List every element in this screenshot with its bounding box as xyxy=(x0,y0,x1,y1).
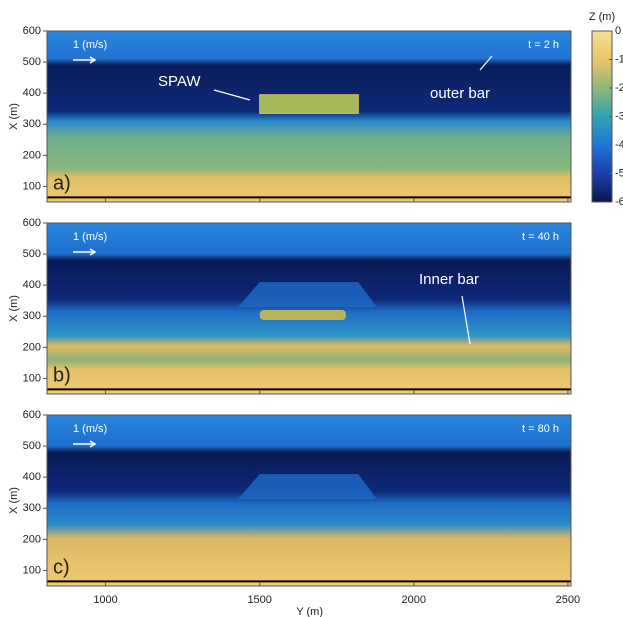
x-tick-label: 1000 xyxy=(93,594,117,606)
y-tick-label: 100 xyxy=(23,180,41,192)
y-tick-label: 500 xyxy=(23,248,41,260)
x-tick-label: 2000 xyxy=(402,594,426,606)
y-tick-label: 100 xyxy=(23,372,41,384)
y-tick-label: 500 xyxy=(23,440,41,452)
spaw-bar xyxy=(260,310,346,320)
scale-label: 1 (m/s) xyxy=(73,423,107,435)
y-axis-label: X (m) xyxy=(8,487,20,514)
colorbar-tick-label: -3 xyxy=(615,110,623,122)
x-tick-label: 1500 xyxy=(247,594,271,606)
heatmap-field xyxy=(47,415,571,586)
y-tick-label: 400 xyxy=(23,87,41,99)
y-tick-label: 400 xyxy=(23,279,41,291)
y-axis-label: X (m) xyxy=(8,295,20,322)
y-tick-label: 400 xyxy=(23,471,41,483)
scale-label: 1 (m/s) xyxy=(73,231,107,243)
heatmap-field xyxy=(47,31,571,202)
annotation: Inner bar xyxy=(419,271,479,288)
spaw xyxy=(260,95,359,114)
spaw-footprint xyxy=(238,474,377,499)
time-label: t = 80 h xyxy=(522,423,559,435)
scale-label: 1 (m/s) xyxy=(73,39,107,51)
annotation: outer bar xyxy=(430,85,490,102)
x-tick-label: 2500 xyxy=(556,594,580,606)
y-tick-label: 600 xyxy=(23,217,41,229)
colorbar-tick-label: -2 xyxy=(615,82,623,94)
y-tick-label: 500 xyxy=(23,56,41,68)
y-tick-label: 300 xyxy=(23,118,41,130)
y-tick-label: 600 xyxy=(23,25,41,37)
y-axis-label: X (m) xyxy=(8,103,20,130)
y-tick-label: 300 xyxy=(23,502,41,514)
y-tick-label: 300 xyxy=(23,310,41,322)
colorbar-tick-label: -5 xyxy=(615,167,623,179)
y-tick-label: 100 xyxy=(23,564,41,576)
y-tick-label: 200 xyxy=(23,533,41,545)
y-tick-label: 200 xyxy=(23,341,41,353)
spaw-footprint xyxy=(238,282,377,307)
x-axis-label: Y (m) xyxy=(296,606,323,617)
panel-label: c) xyxy=(53,556,70,578)
colorbar-tick-label: -4 xyxy=(615,139,623,151)
heatmap-field xyxy=(47,223,571,394)
time-label: t = 2 h xyxy=(528,39,559,51)
colorbar-tick-label: -6 xyxy=(615,196,623,208)
figure: 100 200 300 400 500 600 X (m) a) t = 2 h 1 (m/s) 1… xyxy=(0,0,623,617)
panel-label: b) xyxy=(53,364,71,386)
colorbar-tick-label: -1 xyxy=(615,53,623,65)
y-tick-label: 200 xyxy=(23,149,41,161)
panel-label: a) xyxy=(53,172,71,194)
colorbar-tick-label: 0 xyxy=(615,25,621,37)
annotation: SPAW xyxy=(158,73,201,90)
colorbar-label: Z (m) xyxy=(589,11,615,23)
y-tick-label: 600 xyxy=(23,409,41,421)
time-label: t = 40 h xyxy=(522,231,559,243)
